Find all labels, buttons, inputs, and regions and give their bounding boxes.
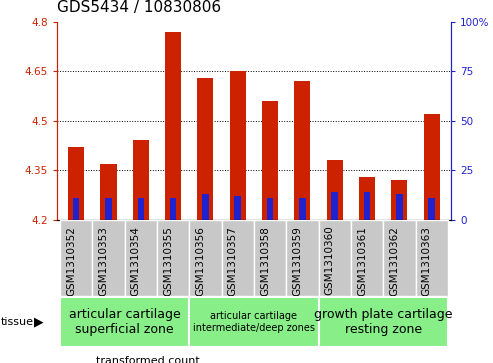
Bar xyxy=(189,297,318,347)
Text: GDS5434 / 10830806: GDS5434 / 10830806 xyxy=(57,0,221,15)
Text: GSM1310362: GSM1310362 xyxy=(389,226,399,295)
Bar xyxy=(351,220,383,296)
Bar xyxy=(138,198,144,220)
Text: GSM1310357: GSM1310357 xyxy=(228,226,238,295)
Bar xyxy=(73,198,79,220)
Bar xyxy=(60,297,189,347)
Text: tissue: tissue xyxy=(1,317,34,327)
Text: GSM1310363: GSM1310363 xyxy=(422,226,432,295)
Text: growth plate cartilage
resting zone: growth plate cartilage resting zone xyxy=(314,308,453,336)
Bar xyxy=(230,71,246,220)
Bar xyxy=(157,220,189,296)
Bar xyxy=(125,220,157,296)
Text: GSM1310358: GSM1310358 xyxy=(260,226,270,295)
Bar xyxy=(416,220,448,296)
Bar xyxy=(318,220,351,296)
Text: articular cartilage
intermediate/deep zones: articular cartilage intermediate/deep zo… xyxy=(193,311,315,333)
Bar xyxy=(262,101,278,220)
Text: GSM1310354: GSM1310354 xyxy=(131,226,141,295)
Bar xyxy=(101,164,116,220)
Text: GSM1310361: GSM1310361 xyxy=(357,226,367,295)
Text: transformed count: transformed count xyxy=(96,356,200,363)
Bar xyxy=(170,198,176,220)
Bar xyxy=(286,220,318,296)
Bar xyxy=(383,220,416,296)
Bar xyxy=(359,177,375,220)
Text: GSM1310360: GSM1310360 xyxy=(325,226,335,295)
Text: GSM1310356: GSM1310356 xyxy=(195,226,206,295)
Bar xyxy=(197,78,213,220)
Bar xyxy=(221,220,254,296)
Bar xyxy=(189,220,221,296)
Bar xyxy=(267,198,273,220)
Bar xyxy=(235,196,241,220)
Bar xyxy=(60,220,92,296)
Bar xyxy=(391,180,407,220)
Bar xyxy=(202,194,209,220)
Text: GSM1310359: GSM1310359 xyxy=(292,226,302,295)
Bar xyxy=(396,194,403,220)
Bar xyxy=(331,192,338,220)
Bar xyxy=(299,198,306,220)
Bar xyxy=(133,140,149,220)
Bar xyxy=(68,147,84,220)
Text: GSM1310352: GSM1310352 xyxy=(66,226,76,295)
Bar xyxy=(318,297,448,347)
Bar xyxy=(327,160,343,220)
Bar xyxy=(254,220,286,296)
Text: GSM1310355: GSM1310355 xyxy=(163,226,173,295)
Bar xyxy=(423,114,440,220)
Bar xyxy=(165,32,181,220)
Bar xyxy=(428,198,435,220)
Bar xyxy=(92,220,125,296)
Bar xyxy=(294,81,311,220)
Text: GSM1310353: GSM1310353 xyxy=(99,226,108,295)
Text: ▶: ▶ xyxy=(34,316,43,329)
Text: articular cartilage
superficial zone: articular cartilage superficial zone xyxy=(69,308,180,336)
Bar xyxy=(105,198,111,220)
Bar xyxy=(364,192,370,220)
